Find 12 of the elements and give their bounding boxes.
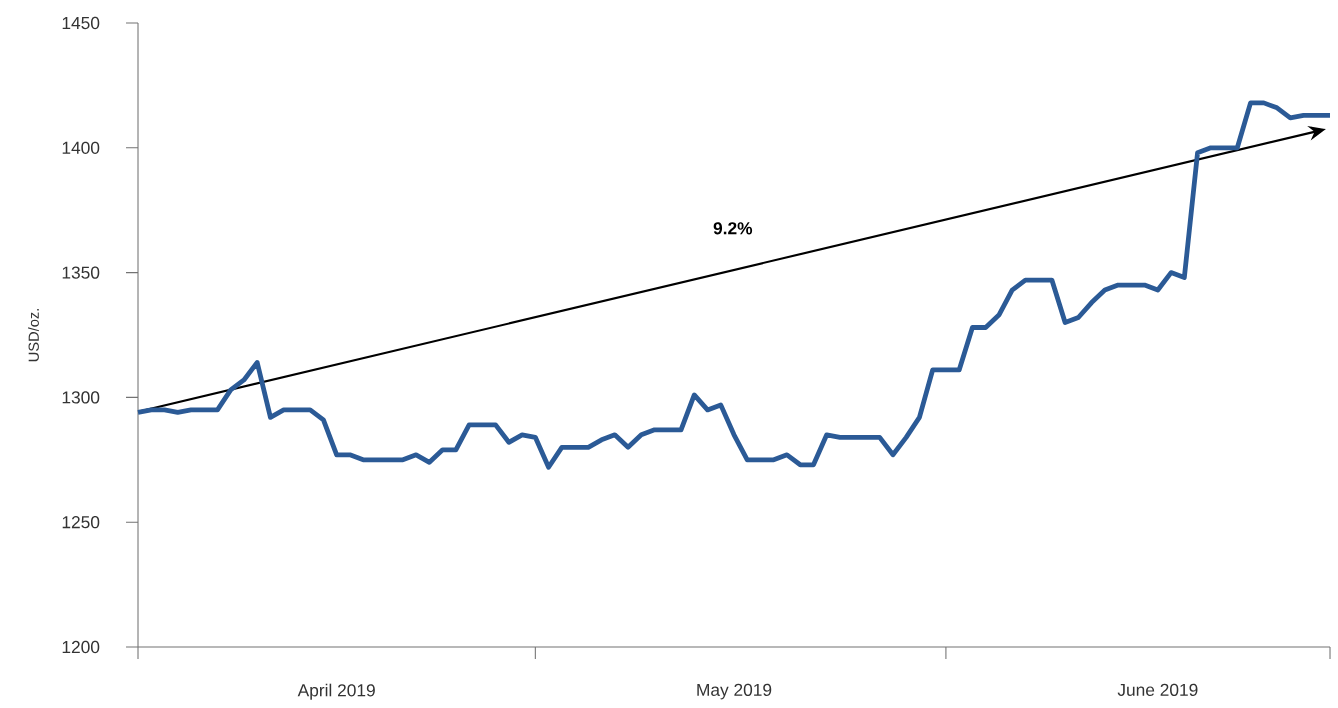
y-tick-label: 1300	[62, 391, 100, 404]
y-tick-label: 1350	[62, 266, 100, 279]
y-tick-label: 1250	[62, 516, 100, 529]
y-tick-label: 1200	[62, 640, 100, 654]
x-tick-label: May 2019	[697, 683, 772, 700]
y-tick-label: 1450	[62, 16, 100, 30]
line-series	[135, 100, 1333, 470]
x-tick-label: June 2019	[1117, 683, 1198, 696]
y-axis-title: USD/oz.	[28, 309, 39, 362]
y-tick-label: 1400	[62, 141, 100, 154]
x-tick-label: April 2019	[297, 683, 375, 700]
annotation: 9.2%	[713, 222, 753, 235]
